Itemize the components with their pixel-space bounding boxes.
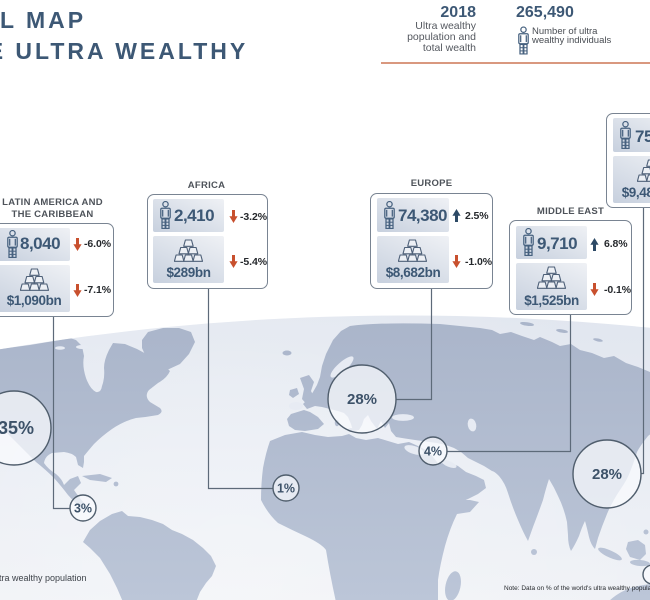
svg-text:28%: 28%	[592, 466, 622, 483]
svg-text:28%: 28%	[347, 391, 377, 408]
svg-text:1%: 1%	[277, 482, 295, 496]
svg-text:35%: 35%	[0, 418, 34, 438]
svg-text:3%: 3%	[74, 502, 92, 516]
svg-text:4%: 4%	[424, 445, 442, 459]
